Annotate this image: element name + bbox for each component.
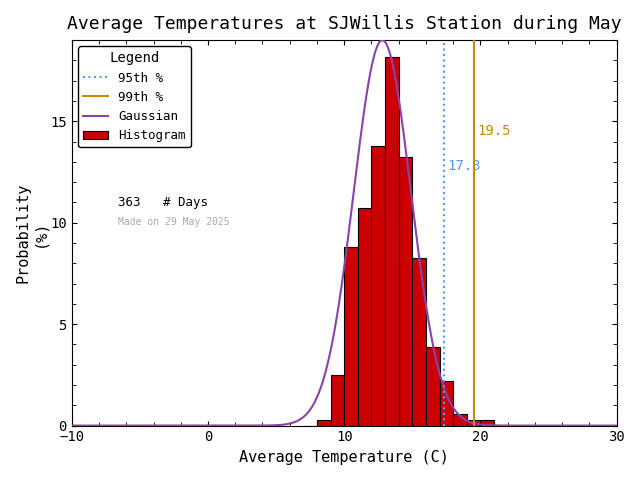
Bar <box>412 258 426 426</box>
Text: 17.3: 17.3 <box>448 159 481 173</box>
Text: 19.5: 19.5 <box>477 124 511 138</box>
Text: Made on 29 May 2025: Made on 29 May 2025 <box>118 217 230 228</box>
Title: Average Temperatures at SJWillis Station during May: Average Temperatures at SJWillis Station… <box>67 15 621 33</box>
Bar <box>440 381 453 426</box>
Bar <box>358 208 371 426</box>
Text: 363   # Days: 363 # Days <box>118 196 208 209</box>
Y-axis label: Probability
(%): Probability (%) <box>15 183 47 283</box>
Legend: 95th %, 99th %, Gaussian, Histogram: 95th %, 99th %, Gaussian, Histogram <box>78 47 191 147</box>
Bar <box>371 146 385 426</box>
Bar <box>399 157 412 426</box>
Bar <box>331 375 344 426</box>
Bar <box>426 347 440 426</box>
X-axis label: Average Temperature (C): Average Temperature (C) <box>239 450 449 465</box>
Bar <box>385 57 399 426</box>
Bar <box>481 420 494 426</box>
Bar <box>344 247 358 426</box>
Bar <box>467 420 481 426</box>
Bar <box>453 414 467 426</box>
Bar <box>317 420 331 426</box>
